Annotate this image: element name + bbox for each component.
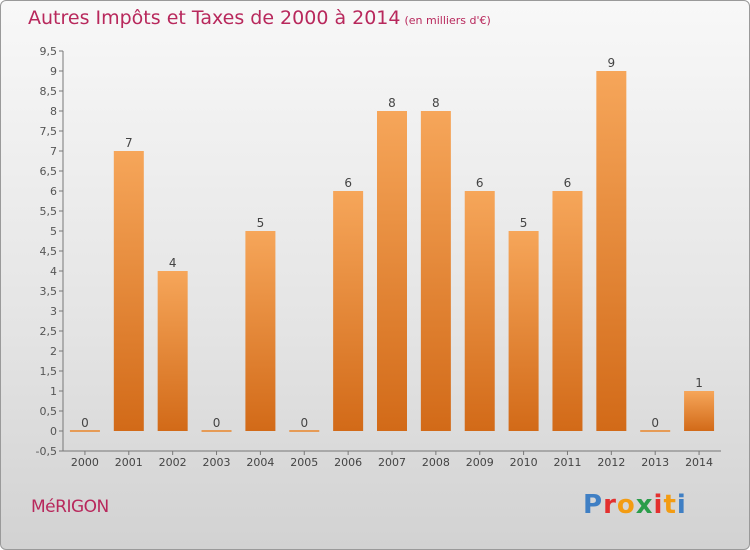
x-tick-label-2012: 2012 [597,456,625,469]
y-tick-label: 4,5 [40,245,58,258]
logo-letter: o [616,490,636,520]
y-tick-label: 7 [50,145,57,158]
data-label-2013: 0 [651,416,659,430]
y-tick-label: 2 [50,345,57,358]
bar-2012 [596,71,627,431]
logo-letter: t [663,490,677,520]
bar-2002 [157,271,188,431]
data-label-2005: 0 [300,416,308,430]
bar-2004 [245,231,276,431]
x-tick-label-2007: 2007 [378,456,406,469]
y-tick-label: 5,5 [40,205,58,218]
x-tick-label-2011: 2011 [553,456,581,469]
y-tick-label: 3 [50,305,57,318]
x-tick-label-2004: 2004 [246,456,274,469]
bar-2007 [377,111,407,431]
bar-2011 [552,191,583,431]
x-tick-label-2002: 2002 [159,456,187,469]
y-tick-label: 5 [50,225,57,238]
y-tick-label: 3,5 [40,285,58,298]
y-tick-label: 9 [50,65,57,78]
y-tick-label: 0 [50,425,57,438]
y-tick-label: 7,5 [40,125,58,138]
y-tick-label: 4 [50,265,57,278]
x-tick-label-2010: 2010 [510,456,538,469]
y-tick-label: 6 [50,185,57,198]
data-label-2010: 5 [520,216,528,230]
bar-2006 [333,191,364,431]
y-tick-label: 1,5 [40,365,58,378]
data-label-2007: 8 [388,96,396,110]
x-tick-label-2000: 2000 [71,456,99,469]
data-label-2009: 6 [476,176,484,190]
proxiti-logo[interactable]: Proxiti [583,490,687,520]
y-tick-label: -0,5 [36,445,57,458]
commune-name: MéRIGON [31,497,109,517]
logo-letter: P [583,490,604,520]
x-tick-label-2008: 2008 [422,456,450,469]
data-label-2002: 4 [169,256,177,270]
x-tick-label-2013: 2013 [641,456,669,469]
data-label-2004: 5 [257,216,265,230]
bar-2010 [508,231,539,431]
x-tick-label-2014: 2014 [685,456,713,469]
bar-2014 [684,391,715,431]
x-tick-label-2003: 2003 [203,456,231,469]
y-tick-label: 9,5 [40,45,58,58]
bar-2009 [464,191,495,431]
y-tick-label: 2,5 [40,325,58,338]
chart-title: Autres Impôts et Taxes de 2000 à 2014 (en… [28,7,491,29]
x-tick-label-2005: 2005 [290,456,318,469]
logo-letter: r [603,490,617,520]
data-label-2006: 6 [344,176,352,190]
bar-2008 [420,111,451,431]
x-tick-label-2001: 2001 [115,456,143,469]
y-tick-label: 8 [50,105,57,118]
logo-letter: x [635,490,654,520]
y-tick-label: 6,5 [40,165,58,178]
y-tick-label: 0,5 [40,405,58,418]
x-tick-label-2009: 2009 [466,456,494,469]
data-label-2012: 9 [608,56,616,70]
bar-2001 [113,151,144,431]
chart-subtitle: (en milliers d'€) [404,14,491,27]
y-tick-label: 8,5 [40,85,58,98]
data-label-2014: 1 [695,376,703,390]
data-label-2011: 6 [564,176,572,190]
data-label-2001: 7 [125,136,133,150]
data-label-2000: 0 [81,416,89,430]
logo-letter: i [653,490,664,520]
logo-letter: i [676,490,687,520]
y-tick-label: 1 [50,385,57,398]
x-tick-label-2006: 2006 [334,456,362,469]
data-label-2003: 0 [213,416,221,430]
data-label-2008: 8 [432,96,440,110]
